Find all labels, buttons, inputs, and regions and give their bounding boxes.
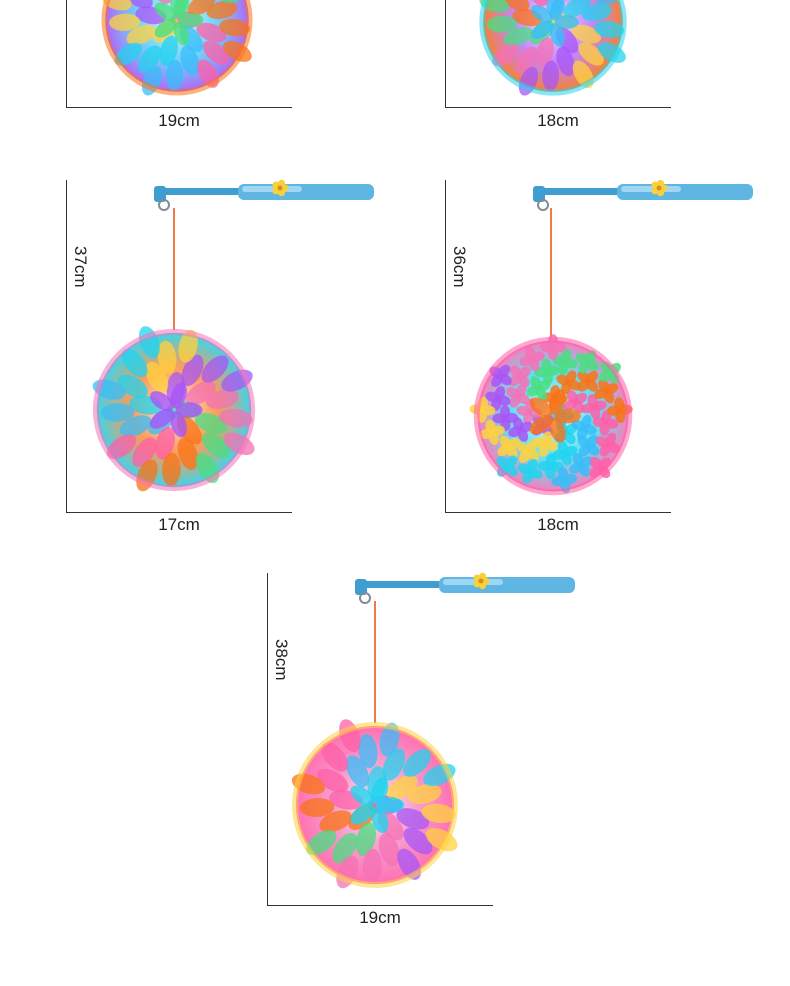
lantern-ball-icon [469, 334, 633, 496]
width-label: 18cm [537, 111, 579, 130]
height-axis [267, 573, 268, 906]
lantern-string-icon [550, 208, 552, 338]
height-axis [66, 0, 67, 108]
width-axis [445, 107, 671, 108]
lantern-ball-icon [291, 719, 458, 889]
height-axis [445, 0, 446, 108]
lantern-ball-icon [479, 0, 627, 96]
lantern-ball-icon [92, 326, 256, 492]
width-label: 19cm [158, 111, 200, 130]
lantern-panel-2: 18cm [445, 0, 685, 140]
width-axis [445, 512, 671, 513]
height-axis [66, 180, 67, 513]
lantern-panel-3: 37cm 17cm [66, 179, 386, 540]
lantern-stick-icon [533, 179, 753, 211]
lantern-stick-icon [355, 572, 575, 604]
lantern-panel-4: 36cm 18cm [445, 179, 765, 540]
lantern-panel-1: 19cm [66, 0, 306, 140]
width-axis [66, 107, 292, 108]
width-label: 18cm [537, 515, 579, 534]
lantern-ball-icon [101, 0, 253, 96]
lantern-stick-icon [154, 179, 374, 211]
height-axis [445, 180, 446, 513]
width-label: 17cm [158, 515, 200, 534]
lantern-string-icon [374, 601, 376, 723]
width-label: 19cm [359, 908, 401, 927]
width-axis [267, 905, 493, 906]
width-axis [66, 512, 292, 513]
lantern-string-icon [173, 208, 175, 330]
lantern-panel-5: 38cm 19cm [267, 572, 587, 933]
